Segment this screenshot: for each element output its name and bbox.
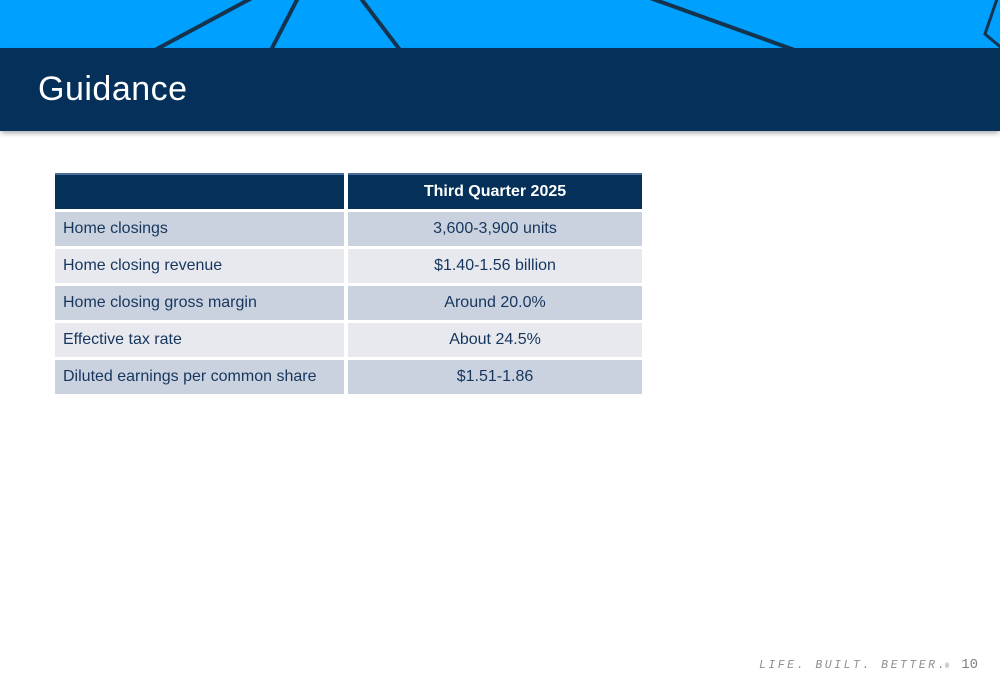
table-header-value-cell: Third Quarter 2025	[348, 173, 642, 209]
table-header-row: Third Quarter 2025	[55, 173, 642, 209]
row-value: About 24.5%	[348, 323, 642, 357]
roofline-left-2	[269, 0, 300, 48]
row-label: Diluted earnings per common share	[55, 360, 344, 394]
row-label: Home closings	[55, 212, 344, 246]
rooflines-graphic	[154, 0, 1000, 48]
table-row: Diluted earnings per common share $1.51-…	[55, 360, 642, 394]
row-label: Home closing gross margin	[55, 286, 344, 320]
guidance-table: Third Quarter 2025 Home closings 3,600-3…	[55, 173, 642, 394]
row-label: Effective tax rate	[55, 323, 344, 357]
roofline-right	[649, 0, 795, 48]
table-row: Home closing gross margin Around 20.0%	[55, 286, 642, 320]
slide-footer: LIFE. BUILT. BETTER. ® 10	[759, 657, 978, 673]
top-banner	[0, 0, 1000, 48]
table-header-label-cell	[55, 173, 344, 209]
row-value: Around 20.0%	[348, 286, 642, 320]
table-row: Home closings 3,600-3,900 units	[55, 212, 642, 246]
row-value: $1.40-1.56 billion	[348, 249, 642, 283]
page-number: 10	[961, 657, 978, 673]
registered-trademark-symbol: ®	[944, 663, 950, 671]
roofline-far-right	[983, 0, 1000, 48]
slide-title: Guidance	[38, 70, 188, 108]
roofline-left-1	[154, 0, 253, 48]
row-label: Home closing revenue	[55, 249, 344, 283]
table-row: Home closing revenue $1.40-1.56 billion	[55, 249, 642, 283]
roofline-left-3	[359, 0, 401, 48]
row-value: 3,600-3,900 units	[348, 212, 642, 246]
title-bar: Guidance	[0, 48, 1000, 131]
table-row: Effective tax rate About 24.5%	[55, 323, 642, 357]
brand-tagline: LIFE. BUILT. BETTER.	[758, 659, 947, 672]
row-value: $1.51-1.86	[348, 360, 642, 394]
